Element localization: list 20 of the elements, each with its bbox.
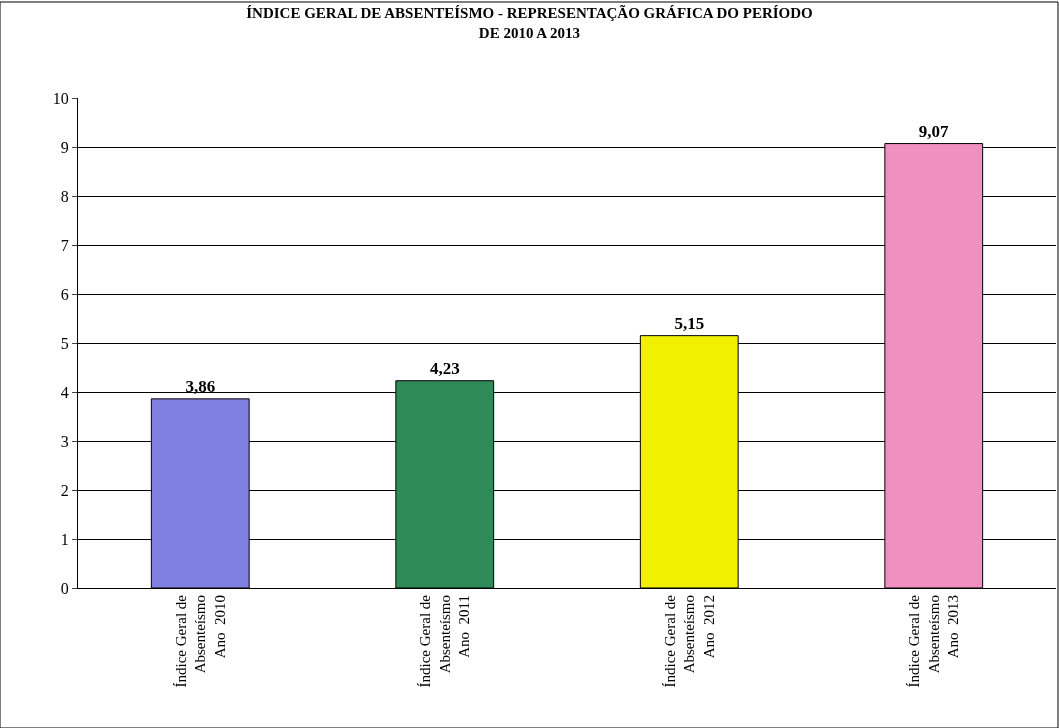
y-tick-label: 3 [60, 432, 69, 450]
x-tick-label: Índice Geral de Absenteísmo Ano 2012 [661, 594, 717, 688]
x-tick-label: Índice Geral de Absenteísmo Ano 2010 [172, 594, 228, 688]
y-tick-label: 0 [60, 579, 69, 597]
y-tick-label: 4 [60, 383, 69, 401]
x-tick-label: Índice Geral de Absenteísmo Ano 2011 [417, 594, 473, 688]
y-tick-label: 5 [60, 334, 69, 352]
y-tick-label: 9 [60, 138, 69, 156]
data-label: 5,15 [674, 313, 705, 333]
data-label: 4,23 [429, 358, 460, 378]
data-label: 9,07 [918, 121, 949, 141]
y-tick-label: 7 [60, 236, 69, 254]
data-label: 3,86 [185, 376, 216, 396]
y-tick-label: 6 [60, 285, 69, 303]
chart-title: ÍNDICE GERAL DE ABSENTEÍSMO - REPRESENTAÇÃO GRÁFICA DO PERÍODO DE 2010 A 2013 [246, 4, 813, 41]
x-tick-label: Índice Geral de Absenteísmo Ano 2013 [906, 594, 962, 688]
y-tick-label: 8 [60, 187, 69, 205]
y-tick-label: 10 [52, 89, 69, 107]
y-tick-label: 1 [60, 530, 69, 548]
y-tick-label: 2 [60, 481, 69, 499]
